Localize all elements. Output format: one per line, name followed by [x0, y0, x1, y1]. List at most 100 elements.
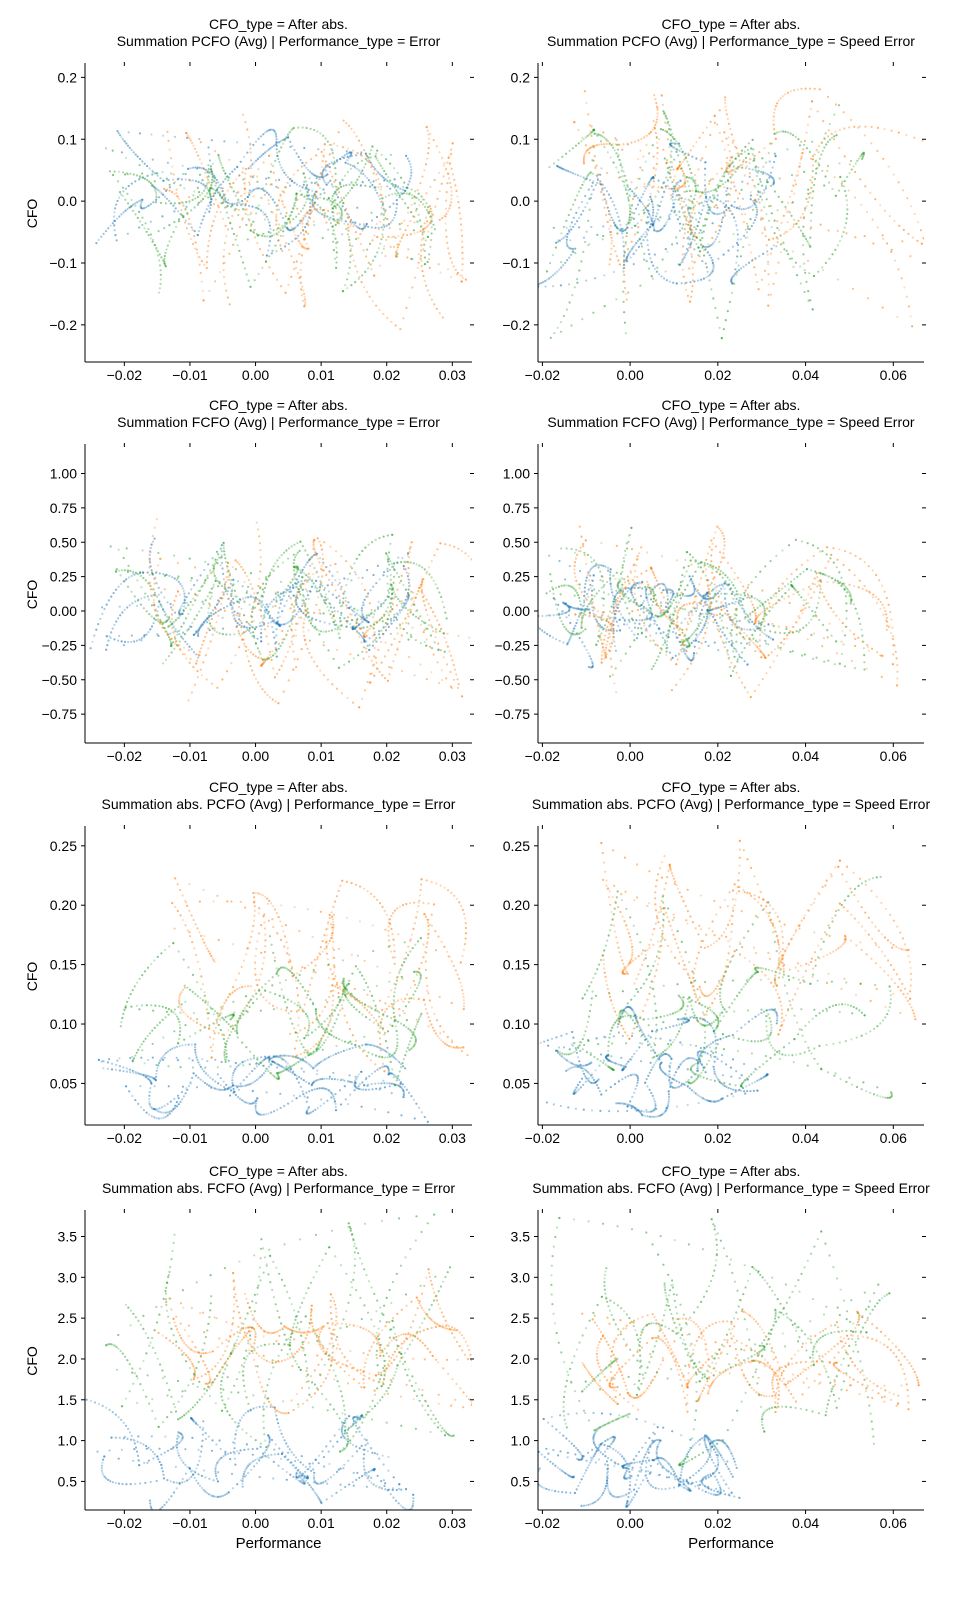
scatter-point [209, 640, 212, 643]
scatter-point [110, 595, 113, 598]
scatter-point [380, 194, 383, 197]
scatter-point [618, 263, 622, 266]
scatter-point [848, 126, 851, 129]
scatter-point [184, 219, 188, 222]
scatter-point [378, 162, 381, 165]
scatter-point [346, 287, 349, 290]
scatter-point [664, 185, 668, 188]
scatter-point [297, 240, 300, 243]
scatter-point [361, 181, 364, 184]
scatter-point [328, 143, 331, 147]
scatter-point [712, 189, 715, 192]
scatter-point [651, 220, 654, 223]
scatter-point [684, 210, 687, 214]
scatter-point [306, 580, 309, 583]
scatter-point [142, 207, 145, 210]
scatter-point [295, 586, 298, 589]
scatter-point [352, 701, 355, 704]
scatter-point [261, 662, 264, 665]
scatter-point [461, 246, 464, 249]
x-tick-label: 0.03 [439, 367, 466, 383]
scatter-point [300, 648, 303, 651]
scatter-point [248, 193, 251, 196]
scatter-point [379, 640, 382, 644]
scatter-point [304, 215, 307, 218]
scatter-point [773, 190, 777, 193]
scatter-point [246, 128, 249, 131]
scatter-point [128, 604, 131, 607]
scatter-point [811, 170, 815, 173]
scatter-point [627, 189, 630, 192]
scatter-point [790, 214, 793, 217]
scatter-point [775, 245, 778, 248]
scatter-point [199, 226, 202, 229]
scatter-point [185, 601, 188, 605]
scatter-point [145, 633, 148, 636]
scatter-point [679, 179, 682, 182]
scatter-point [446, 210, 450, 213]
scatter-point [236, 201, 240, 204]
scatter-point [598, 143, 601, 146]
scatter-point [262, 660, 266, 664]
scatter-point [345, 150, 348, 153]
scatter-point [822, 269, 825, 272]
scatter-point [647, 221, 650, 224]
scatter-point [689, 195, 693, 198]
scatter-point [195, 248, 199, 251]
scatter-point [162, 608, 165, 611]
scatter-point [171, 165, 174, 168]
scatter-point [388, 222, 391, 225]
series-3 [108, 126, 436, 294]
scatter-point [876, 126, 880, 129]
scatter-point [701, 208, 704, 212]
scatter-point [410, 541, 413, 544]
scatter-point [601, 198, 605, 202]
scatter-point [730, 168, 733, 172]
scatter-point [309, 217, 312, 220]
scatter-point [270, 658, 273, 662]
scatter-point [423, 243, 426, 246]
scatter-point [549, 336, 552, 339]
scatter-point [362, 618, 365, 621]
scatter-point [310, 556, 313, 559]
scatter-point [374, 656, 377, 659]
scatter-point [705, 200, 709, 203]
scatter-point [367, 225, 370, 228]
scatter-point [271, 198, 274, 201]
scatter-point [619, 162, 622, 165]
scatter-point [648, 253, 651, 256]
scatter-point [267, 605, 270, 608]
scatter-point [852, 165, 855, 168]
scatter-point [730, 279, 733, 282]
scatter-point [777, 99, 780, 102]
scatter-point [761, 192, 764, 195]
scatter-point [320, 548, 323, 551]
scatter-point [269, 195, 272, 198]
scatter-point [327, 181, 330, 184]
scatter-point [430, 213, 433, 216]
scatter-point [627, 196, 630, 199]
scatter-point [141, 198, 144, 201]
scatter-point [681, 260, 684, 263]
scatter-point [690, 255, 694, 258]
scatter-point [407, 581, 410, 584]
scatter-point [265, 635, 268, 638]
scatter-point [684, 185, 687, 188]
scatter-point [690, 290, 694, 293]
scatter-point [655, 162, 658, 165]
scatter-point [305, 610, 308, 613]
scatter-point [322, 168, 325, 171]
scatter-point [264, 611, 267, 614]
scatter-point [606, 206, 609, 209]
scatter-point [761, 217, 764, 220]
scatter-point [697, 190, 700, 193]
scatter-point [782, 130, 785, 133]
scatter-point [605, 200, 608, 203]
scatter-point [322, 154, 325, 157]
scatter-point [629, 205, 632, 208]
scatter-point [113, 219, 117, 222]
scatter-point [138, 226, 141, 229]
scatter-point [165, 177, 168, 180]
scatter-point [364, 635, 367, 638]
scatter-point [133, 573, 136, 576]
